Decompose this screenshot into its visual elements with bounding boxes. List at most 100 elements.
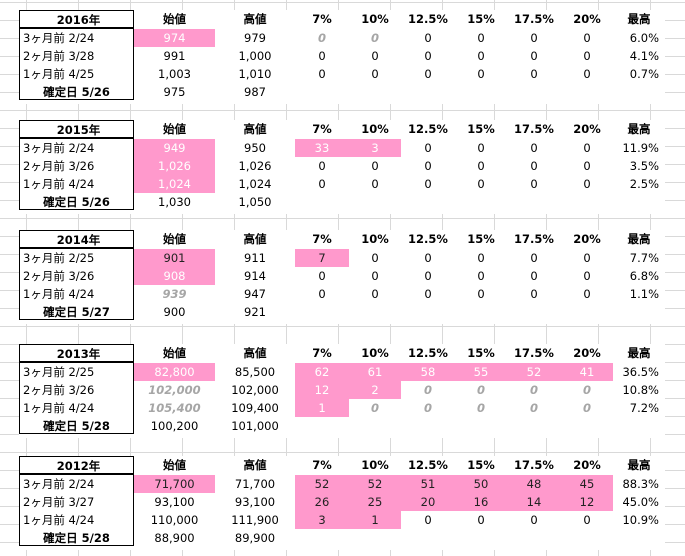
header-high[interactable]: 高値 — [243, 12, 267, 26]
open-cell[interactable]: 82,800 — [134, 363, 215, 381]
pct20-cell[interactable]: 0 — [582, 383, 591, 397]
high-cell[interactable]: 911 — [244, 251, 266, 265]
high-cell[interactable]: 85,500 — [234, 365, 276, 379]
pct17-5-cell[interactable]: 0 — [530, 141, 538, 155]
pct12-5-cell[interactable]: 0 — [423, 401, 432, 415]
high-cell[interactable]: 921 — [244, 305, 266, 319]
pct17-5-cell[interactable]: 14 — [507, 493, 561, 511]
high-cell[interactable]: 1,026 — [238, 159, 272, 173]
header-17-5pct[interactable]: 17.5% — [514, 346, 554, 360]
open-cell[interactable]: 1,026 — [134, 157, 215, 175]
pct15-cell[interactable]: 55 — [455, 363, 507, 381]
pct17-5-cell[interactable]: 0 — [530, 177, 538, 191]
high-cell[interactable]: 1,000 — [238, 49, 272, 63]
open-cell[interactable]: 105,400 — [148, 401, 201, 415]
header-10pct[interactable]: 10% — [361, 232, 389, 246]
pct15-cell[interactable]: 0 — [477, 177, 485, 191]
pct7-cell[interactable]: 0 — [318, 177, 326, 191]
pct12-5-cell[interactable]: 58 — [401, 363, 455, 381]
header-10pct[interactable]: 10% — [361, 122, 389, 136]
pct7-cell[interactable]: 0 — [318, 67, 326, 81]
pct12-5-cell[interactable]: 0 — [424, 177, 432, 191]
open-cell[interactable]: 1,003 — [158, 67, 191, 81]
pct10-cell[interactable]: 3 — [349, 139, 401, 157]
pct20-cell[interactable]: 0 — [582, 401, 591, 415]
pct15-cell[interactable]: 0 — [477, 269, 485, 283]
open-cell[interactable]: 110,000 — [150, 513, 199, 527]
pct20-cell[interactable]: 45 — [561, 475, 613, 493]
pct7-cell[interactable]: 12 — [295, 381, 349, 399]
high-cell[interactable]: 979 — [244, 31, 266, 45]
header-20pct[interactable]: 20% — [573, 346, 601, 360]
year-label[interactable]: 2016年 — [19, 10, 134, 28]
row-label[interactable]: 3ヶ月前 2/25 — [23, 251, 95, 265]
header-max[interactable]: 最高 — [627, 346, 651, 360]
open-cell[interactable]: 102,000 — [148, 383, 201, 397]
pct7-cell[interactable]: 7 — [295, 249, 349, 267]
max-cell[interactable]: 6.8% — [629, 269, 659, 283]
row-label[interactable]: 2ヶ月前 3/26 — [23, 269, 95, 283]
row-label[interactable]: 3ヶ月前 2/24 — [23, 31, 95, 45]
pct20-cell[interactable]: 0 — [583, 177, 591, 191]
pct12-5-cell[interactable]: 0 — [424, 159, 432, 173]
pct10-cell[interactable]: 0 — [370, 401, 379, 415]
pct10-cell[interactable]: 0 — [371, 49, 379, 63]
pct15-cell[interactable]: 16 — [455, 493, 507, 511]
header-7pct[interactable]: 7% — [312, 458, 332, 472]
header-max[interactable]: 最高 — [627, 12, 651, 26]
pct7-cell[interactable]: 0 — [318, 159, 326, 173]
max-cell[interactable]: 45.0% — [622, 495, 659, 509]
open-cell[interactable]: 900 — [163, 305, 186, 319]
pct7-cell[interactable]: 0 — [318, 49, 326, 63]
header-high[interactable]: 高値 — [243, 458, 267, 472]
header-open[interactable]: 始値 — [163, 12, 186, 26]
open-cell[interactable]: 975 — [163, 85, 186, 99]
high-cell[interactable]: 71,700 — [234, 477, 276, 491]
header-17-5pct[interactable]: 17.5% — [514, 458, 554, 472]
header-high[interactable]: 高値 — [243, 232, 267, 246]
pct20-cell[interactable]: 0 — [583, 513, 591, 527]
pct12-5-cell[interactable]: 0 — [424, 251, 432, 265]
high-cell[interactable]: 1,010 — [238, 67, 272, 81]
pct20-cell[interactable]: 0 — [583, 269, 591, 283]
pct20-cell[interactable]: 41 — [561, 363, 613, 381]
max-cell[interactable]: 4.1% — [629, 49, 659, 63]
header-open[interactable]: 始値 — [163, 346, 186, 360]
open-cell[interactable]: 974 — [134, 29, 215, 47]
row-label[interactable]: 3ヶ月前 2/25 — [23, 365, 95, 379]
year-label[interactable]: 2015年 — [19, 120, 134, 138]
header-7pct[interactable]: 7% — [312, 232, 332, 246]
pct20-cell[interactable]: 0 — [583, 67, 591, 81]
row-label[interactable]: 確定日 5/28 — [43, 531, 110, 545]
header-7pct[interactable]: 7% — [312, 12, 332, 26]
pct15-cell[interactable]: 0 — [477, 49, 485, 63]
row-label[interactable]: 3ヶ月前 2/24 — [23, 141, 95, 155]
max-cell[interactable]: 10.8% — [622, 383, 659, 397]
open-cell[interactable]: 901 — [134, 249, 215, 267]
high-cell[interactable]: 987 — [244, 85, 266, 99]
header-17-5pct[interactable]: 17.5% — [514, 122, 554, 136]
row-label[interactable]: 1ヶ月前 4/24 — [23, 513, 95, 527]
pct12-5-cell[interactable]: 0 — [424, 269, 432, 283]
pct7-cell[interactable]: 1 — [295, 399, 349, 417]
header-20pct[interactable]: 20% — [573, 12, 601, 26]
max-cell[interactable]: 7.7% — [629, 251, 659, 265]
high-cell[interactable]: 101,000 — [231, 419, 279, 433]
open-cell[interactable]: 88,900 — [154, 531, 195, 545]
high-cell[interactable]: 947 — [244, 287, 266, 301]
pct12-5-cell[interactable]: 51 — [401, 475, 455, 493]
year-label[interactable]: 2014年 — [19, 230, 134, 248]
header-15pct[interactable]: 15% — [467, 232, 495, 246]
header-open[interactable]: 始値 — [163, 122, 186, 136]
header-20pct[interactable]: 20% — [573, 458, 601, 472]
pct17-5-cell[interactable]: 0 — [530, 31, 538, 45]
max-cell[interactable]: 11.9% — [622, 141, 659, 155]
pct15-cell[interactable]: 0 — [477, 141, 485, 155]
header-20pct[interactable]: 20% — [573, 232, 601, 246]
pct12-5-cell[interactable]: 0 — [424, 141, 432, 155]
row-label[interactable]: 確定日 5/26 — [43, 85, 110, 99]
header-7pct[interactable]: 7% — [312, 122, 332, 136]
open-cell[interactable]: 939 — [162, 287, 187, 301]
header-12-5pct[interactable]: 12.5% — [408, 232, 448, 246]
pct7-cell[interactable]: 0 — [318, 287, 326, 301]
